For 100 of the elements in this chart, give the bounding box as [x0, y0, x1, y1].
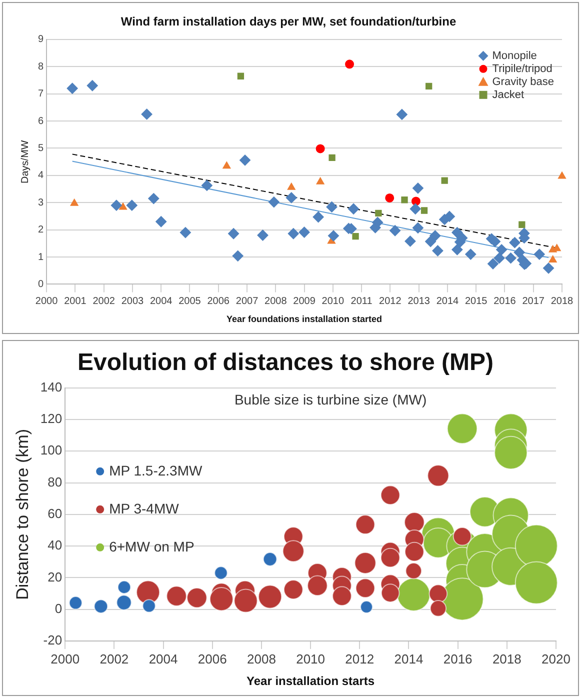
y-tick-label: 1 — [38, 252, 44, 263]
point — [534, 248, 545, 260]
point — [494, 252, 505, 264]
legend-label: Gravity base — [492, 76, 554, 88]
point — [268, 196, 280, 208]
x-tick-label: 2001 — [64, 296, 87, 307]
point — [430, 230, 441, 242]
point — [558, 172, 566, 179]
x-tick-label: 2018 — [492, 651, 522, 666]
x-tick-label: 2004 — [148, 651, 178, 666]
y-tick-label: 20 — [48, 569, 62, 584]
x-tick-label: 2016 — [443, 651, 472, 666]
point — [110, 200, 122, 211]
x-tick-label: 2004 — [150, 296, 173, 307]
point — [228, 228, 240, 240]
x-tick-label: 2002 — [100, 651, 129, 666]
x-tick-label: 2011 — [350, 296, 373, 307]
x-tick-label: 2006 — [198, 651, 227, 666]
point — [518, 221, 526, 228]
point — [316, 177, 324, 184]
point — [352, 233, 359, 240]
legend-label: 6+MW on MP — [109, 538, 194, 554]
x-tick-label: 2009 — [293, 296, 316, 307]
point — [232, 250, 244, 262]
point — [543, 262, 554, 274]
x-tick-label: 2012 — [345, 651, 374, 666]
x-axis-title: Year installation starts — [246, 674, 375, 688]
point — [452, 244, 463, 256]
point — [420, 207, 428, 214]
point — [404, 236, 416, 247]
y-tick-label: 8 — [38, 61, 44, 72]
legend-label: Jacket — [492, 88, 524, 101]
legend-label: Tripile/tripod — [492, 62, 552, 75]
x-tick-label: 2002 — [92, 296, 116, 307]
x-tick-label: 2020 — [542, 651, 570, 666]
point — [487, 258, 498, 270]
y-tick-label: -20 — [43, 632, 62, 648]
point — [396, 108, 408, 120]
point — [390, 225, 401, 236]
point — [148, 193, 160, 204]
point — [412, 222, 424, 234]
point — [496, 244, 508, 256]
y-tick-label: 5 — [38, 142, 44, 154]
y-axis-title: Days/MW — [20, 140, 31, 184]
point — [432, 245, 444, 256]
point — [345, 60, 354, 69]
point — [348, 203, 360, 214]
x-axis-title: Year foundations installation started — [226, 314, 382, 324]
y-tick-label: 3 — [38, 197, 44, 208]
chart-title: Evolution of distances to shore (MP) — [77, 349, 494, 376]
point — [316, 144, 325, 154]
point — [412, 182, 424, 194]
x-tick-label: 2018 — [550, 296, 574, 307]
point — [119, 202, 127, 210]
x-tick-label: 2010 — [322, 296, 344, 307]
x-tick-label: 2017 — [522, 296, 545, 307]
legend-label: Monopile — [492, 50, 537, 62]
point — [426, 82, 432, 90]
point — [328, 230, 339, 242]
point — [372, 216, 384, 228]
x-tick-label: 2008 — [264, 296, 288, 307]
x-tick-label: 2008 — [246, 651, 276, 666]
y-tick-label: 2 — [38, 224, 44, 236]
point — [240, 154, 251, 166]
y-tick-label: 140 — [40, 379, 62, 394]
x-tick-label: 2012 — [379, 296, 402, 307]
point — [222, 162, 231, 169]
point — [312, 212, 324, 223]
x-tick-label: 2014 — [436, 296, 460, 307]
point — [66, 82, 78, 94]
x-tick-label: 2013 — [408, 296, 430, 307]
point — [326, 201, 338, 212]
annotation: Buble size is turbine size (MW) — [234, 392, 427, 408]
y-tick-label: 9 — [38, 34, 44, 46]
point — [375, 210, 382, 217]
x-tick-label: 2000 — [50, 651, 80, 666]
y-tick-label: 40 — [48, 538, 62, 553]
point — [298, 226, 310, 238]
x-tick-label: 2014 — [394, 651, 424, 666]
point — [452, 227, 463, 238]
point — [509, 237, 520, 248]
point — [505, 252, 516, 264]
point — [156, 216, 167, 228]
y-tick-label: 0 — [38, 278, 44, 290]
y-tick-label: 7 — [38, 88, 44, 100]
x-tick-label: 2015 — [464, 296, 488, 307]
y-tick-label: 60 — [48, 506, 62, 521]
x-tick-label: 2003 — [121, 296, 144, 307]
point — [86, 80, 98, 92]
x-tick-label: 2007 — [236, 296, 259, 307]
y-tick-label: 120 — [40, 411, 62, 426]
point — [180, 227, 191, 238]
point — [70, 198, 78, 206]
point — [441, 177, 448, 184]
x-tick-label: 2006 — [207, 296, 230, 307]
x-tick-label: 2016 — [494, 296, 516, 307]
point — [425, 236, 436, 247]
point — [257, 230, 268, 241]
y-tick-label: 4 — [38, 170, 44, 182]
point — [287, 182, 296, 190]
